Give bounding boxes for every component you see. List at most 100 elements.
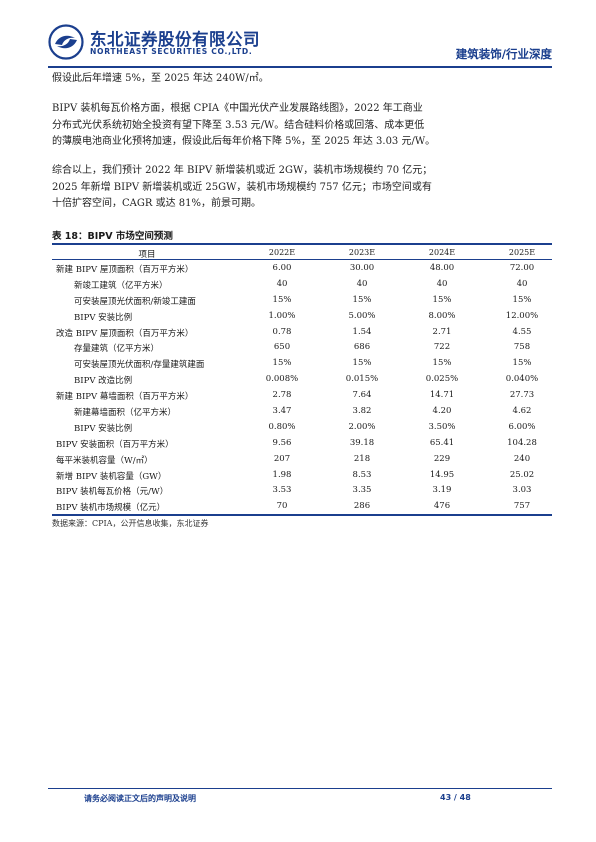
table-cell: 39.18 bbox=[349, 437, 375, 448]
table-row: 存量建筑（亿平方米） 650 686 722 758 bbox=[52, 339, 552, 355]
table-row: BIPV 装机市场规模（亿元） 70 286 476 757 bbox=[52, 498, 552, 514]
table-title: 表 18：BIPV 市场空间预测 bbox=[52, 231, 173, 242]
header-divider bbox=[48, 66, 552, 68]
table-cell: 15% bbox=[272, 358, 292, 369]
header-cell-2024e: 2024E bbox=[428, 248, 456, 257]
table-cell: 757 bbox=[513, 501, 531, 512]
table-cell: 229 bbox=[433, 453, 451, 464]
table-cell: 3.19 bbox=[432, 485, 452, 496]
paragraph-summary: 综合以上，我们预计 2022 年 BIPV 新增装机或近 2GW，装机市场规模约… bbox=[52, 163, 552, 213]
table-top-rule bbox=[52, 243, 552, 245]
table-cell: 476 bbox=[433, 501, 451, 512]
table-cell: 15% bbox=[352, 358, 372, 369]
table-cell: 27.73 bbox=[509, 390, 535, 401]
table-row: 新建幕墙面积（亿平方米） 3.47 3.82 4.20 4.62 bbox=[52, 403, 552, 419]
table-cell: 722 bbox=[433, 342, 451, 353]
table-cell: 3.50% bbox=[428, 421, 456, 432]
table-cell: 686 bbox=[353, 342, 371, 353]
table-cell: 8.00% bbox=[428, 310, 456, 321]
paragraph-line: BIPV 装机每瓦价格方面，根据 CPIA《中国光伏产业发展路线图》，2022 … bbox=[52, 103, 423, 114]
table-cell: 15% bbox=[272, 294, 292, 305]
paragraph-growth: 假设此后年增速 5%，至 2025 年达 240W/㎡。 bbox=[52, 71, 552, 88]
row-label: 新建 BIPV 幕墙面积（百万平方米） bbox=[56, 392, 194, 403]
table-cell: 4.20 bbox=[432, 406, 452, 417]
table-cell: 3.35 bbox=[352, 485, 372, 496]
table-row: BIPV 安装比例 1.00% 5.00% 8.00% 12.00% bbox=[52, 308, 552, 324]
table-cell: 4.55 bbox=[512, 326, 532, 337]
table-cell: 40 bbox=[276, 278, 288, 289]
table-cell: 2.00% bbox=[348, 421, 376, 432]
table-cell: 15% bbox=[352, 294, 372, 305]
table-row: 新竣工建筑（亿平方米） 40 40 40 40 bbox=[52, 276, 552, 292]
table-cell: 15% bbox=[512, 294, 532, 305]
table-cell: 1.54 bbox=[352, 326, 372, 337]
table-body: 新建 BIPV 屋顶面积（百万平方米） 6.00 30.00 48.00 72.00 新竣… bbox=[52, 260, 552, 514]
table-row: 新建 BIPV 幕墙面积（百万平方米） 2.78 7.64 14.71 27.73 bbox=[52, 387, 552, 403]
table-cell: 25.02 bbox=[509, 469, 535, 480]
market-forecast-table: 项目 2022E 2023E 2024E 2025E 新建 BIPV 屋顶面积（… bbox=[52, 245, 552, 514]
row-label: BIPV 装机每瓦价格（元/W） bbox=[56, 487, 169, 498]
table-cell: 1.00% bbox=[268, 310, 296, 321]
table-cell: 30.00 bbox=[349, 263, 375, 273]
page-number: 43 / 48 bbox=[440, 793, 471, 802]
table-cell: 4.62 bbox=[512, 406, 532, 417]
table-cell: 286 bbox=[353, 501, 371, 512]
table-cell: 15% bbox=[432, 358, 452, 369]
row-label: 新建幕墙面积（亿平方米） bbox=[74, 408, 177, 419]
table-cell: 0.025% bbox=[425, 374, 459, 385]
row-label: BIPV 安装比例 bbox=[74, 312, 133, 323]
table-cell: 48.00 bbox=[429, 263, 455, 273]
row-label: BIPV 安装面积（百万平方米） bbox=[56, 439, 174, 450]
header-cell-item: 项目 bbox=[138, 250, 156, 260]
paragraph-line: 分布式光伏系统初始全投资有望下降至 3.53 元/W。结合硅料价格或回落、成本更… bbox=[52, 119, 425, 131]
table-cell: 72.00 bbox=[509, 263, 535, 273]
table-row: 新建 BIPV 屋顶面积（百万平方米） 6.00 30.00 48.00 72.00 bbox=[52, 260, 552, 276]
paragraph-line: 的薄膜电池商业化预将加速，假设此后每年价格下降 5%，至 2025 年达 3.0… bbox=[52, 136, 436, 147]
table-cell: 40 bbox=[436, 278, 448, 289]
footer-disclaimer: 请务必阅读正文后的声明及说明 bbox=[84, 794, 196, 803]
table-cell: 3.82 bbox=[352, 406, 372, 417]
table-cell: 0.015% bbox=[345, 374, 379, 385]
table-cell: 1.98 bbox=[272, 469, 292, 480]
paragraph-line: 十倍扩容空间，CAGR 或达 81%，前景可期。 bbox=[52, 198, 261, 209]
row-label: BIPV 改造比例 bbox=[74, 376, 133, 387]
row-label: 可安装屋顶光伏面积/存量建筑建面 bbox=[74, 360, 205, 371]
table-cell: 14.71 bbox=[429, 390, 455, 401]
row-label: 改造 BIPV 屋顶面积（百万平方米） bbox=[56, 328, 194, 339]
row-label: BIPV 装机市场规模（亿元） bbox=[56, 503, 166, 514]
table-row: 可安装屋顶光伏面积/新竣工建面 15% 15% 15% 15% bbox=[52, 292, 552, 308]
table-cell: 2.71 bbox=[432, 326, 452, 337]
table-cell: 0.008% bbox=[265, 374, 299, 385]
table-cell: 0.80% bbox=[268, 421, 296, 432]
row-label: 存量建筑（亿平方米） bbox=[74, 344, 160, 355]
table-cell: 3.53 bbox=[272, 485, 292, 496]
company-name-en: NORTHEAST SECURITIES CO.,LTD. bbox=[90, 47, 253, 56]
row-label: BIPV 安装比例 bbox=[74, 423, 133, 434]
row-label: 新建 BIPV 屋顶面积（百万平方米） bbox=[56, 265, 194, 275]
table-cell: 15% bbox=[512, 358, 532, 369]
table-cell: 2.78 bbox=[272, 390, 292, 401]
table-row: BIPV 改造比例 0.008% 0.015% 0.025% 0.040% bbox=[52, 371, 552, 387]
row-label: 每平米装机容量（W/㎡） bbox=[56, 455, 153, 466]
header-cell-2022e: 2022E bbox=[268, 248, 296, 257]
table-cell: 7.64 bbox=[352, 390, 372, 401]
table-row: 改造 BIPV 屋顶面积（百万平方米） 0.78 1.54 2.71 4.55 bbox=[52, 324, 552, 340]
table-cell: 6.00 bbox=[272, 263, 292, 273]
table-cell: 650 bbox=[273, 342, 291, 353]
table-row: 每平米装机容量（W/㎡） 207 218 229 240 bbox=[52, 451, 552, 467]
table-cell: 15% bbox=[432, 294, 452, 305]
table-bottom-rule bbox=[52, 514, 552, 516]
row-label: 可安装屋顶光伏面积/新竣工建面 bbox=[74, 296, 196, 307]
header-cell-2025e: 2025E bbox=[508, 248, 536, 257]
table-row: BIPV 安装面积（百万平方米） 9.56 39.18 65.41 104.28 bbox=[52, 435, 552, 451]
table-cell: 5.00% bbox=[348, 310, 376, 321]
row-label: 新增 BIPV 装机容量（GW） bbox=[56, 471, 167, 482]
report-section-tag: 建筑装饰/行业深度 bbox=[455, 47, 552, 61]
paragraph-line: 假设此后年增速 5%，至 2025 年达 240W/㎡。 bbox=[52, 73, 269, 84]
table-cell: 8.53 bbox=[352, 469, 372, 480]
table-cell: 0.78 bbox=[272, 326, 292, 337]
company-name-cn: 东北证券股份有限公司 bbox=[90, 30, 260, 49]
table-cell: 104.28 bbox=[507, 437, 537, 448]
company-logo-icon bbox=[48, 24, 84, 60]
header-cell-2023e: 2023E bbox=[348, 248, 376, 257]
